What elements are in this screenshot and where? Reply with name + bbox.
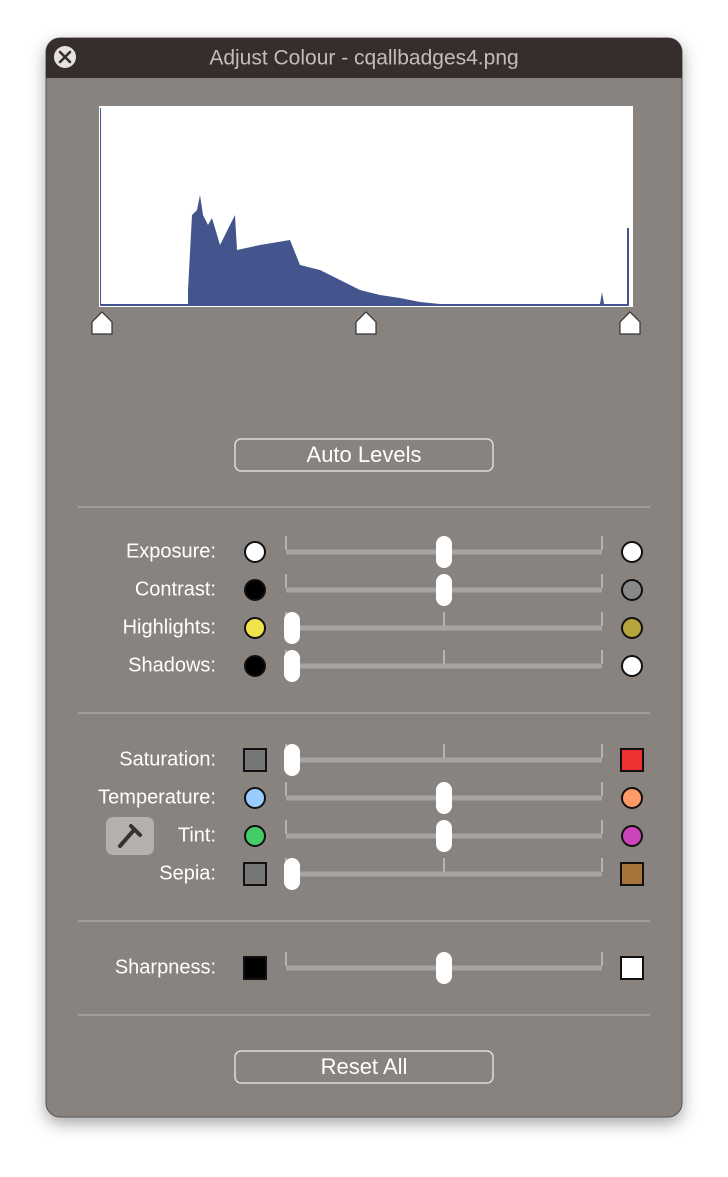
slider-label: Contrast: [135, 578, 216, 600]
slider-label: Tint: [178, 824, 216, 846]
slider-thumb[interactable] [284, 650, 300, 682]
eyedropper-icon [118, 824, 142, 848]
slider-label: Exposure: [126, 540, 216, 562]
slider-icon [244, 541, 266, 563]
slider-icon [621, 541, 643, 563]
slider-icon [620, 956, 644, 980]
slider-icon [244, 787, 266, 809]
mid-point[interactable] [355, 311, 377, 335]
slider-thumb[interactable] [436, 574, 452, 606]
slider-icon [243, 956, 267, 980]
slider-icon [621, 655, 643, 677]
slider-label: Saturation: [119, 748, 216, 770]
slider-icon [620, 748, 644, 772]
white-point[interactable] [619, 311, 641, 335]
slider-thumb[interactable] [284, 858, 300, 890]
level-markers [91, 311, 641, 335]
slider-icon [244, 655, 266, 677]
reset-label: Reset All [321, 1054, 408, 1079]
slider-thumb[interactable] [284, 744, 300, 776]
slider-thumb[interactable] [436, 536, 452, 568]
slider-thumb[interactable] [436, 820, 452, 852]
slider-thumb[interactable] [436, 952, 452, 984]
slider-label: Highlights: [123, 616, 216, 638]
close-icon [58, 50, 72, 64]
title-bar [46, 38, 682, 78]
reset-button[interactable] [234, 1050, 494, 1084]
slider-icon [244, 617, 266, 639]
slider-icon [621, 617, 643, 639]
slider-icon [243, 862, 267, 886]
histogram [99, 106, 633, 307]
auto-levels-label: Auto Levels [307, 442, 422, 467]
slider-icon [621, 579, 643, 601]
slider-icon [621, 825, 643, 847]
histogram-bars [100, 108, 629, 306]
slider-label: Shadows: [128, 654, 216, 676]
slider-thumb[interactable] [436, 782, 452, 814]
slider-icon [620, 862, 644, 886]
black-point[interactable] [91, 311, 113, 335]
window-title: Adjust Colour - cqallbadges4.png [209, 47, 518, 70]
slider-icon [244, 825, 266, 847]
slider-label: Sepia: [159, 862, 216, 884]
auto-levels-button[interactable] [234, 438, 494, 472]
slider-label: Temperature: [98, 786, 216, 808]
slider-icon [243, 748, 267, 772]
slider-label: Sharpness: [115, 956, 216, 978]
slider-icon [621, 787, 643, 809]
slider-icon [244, 579, 266, 601]
separators [78, 506, 650, 1016]
slider-thumb[interactable] [284, 612, 300, 644]
